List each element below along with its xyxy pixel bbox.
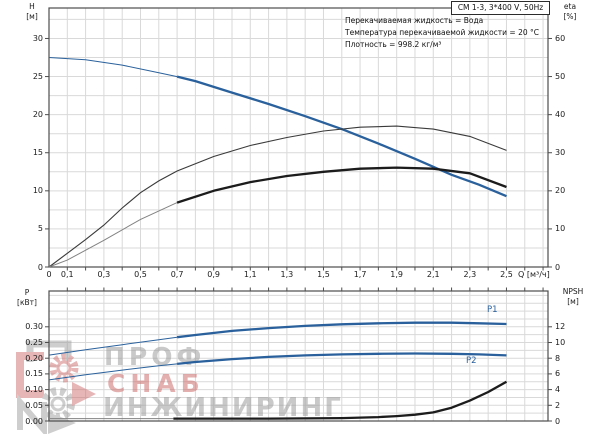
pump-model-title-box: CM 1-3, 3*400 V, 50Hz [451, 1, 550, 15]
q-axis-label: Q [м³/ч] [518, 270, 550, 279]
eta-axis-title: eta [%] [554, 2, 586, 21]
H-curve-thin [48, 57, 178, 78]
p-axis-name: P [24, 288, 30, 297]
condition-line-liquid: Перекачиваемая жидкость = Вода [345, 16, 484, 25]
eta-pump-curve [48, 125, 507, 268]
P2-curve [176, 352, 507, 366]
NPSH-curve [173, 380, 508, 420]
eta-axis-name: eta [563, 2, 577, 11]
eta-pump-motor-curve-thin [48, 202, 178, 268]
H-curve [176, 75, 507, 198]
npsh-axis-unit: [м] [567, 296, 579, 306]
eta-axis-unit: [%] [563, 11, 577, 21]
P2-curve-thin [48, 363, 178, 381]
h-axis-unit: [м] [26, 11, 38, 21]
P1-curve-thin [48, 336, 178, 356]
condition-line-density: Плотность = 998.2 кг/м³ [345, 40, 442, 49]
plot-border [48, 7, 549, 268]
condition-line-temperature: Температура перекачиваемой жидкости = 20… [345, 28, 540, 37]
p-axis-unit: [кВт] [17, 297, 37, 307]
h-axis-title: H [м] [19, 2, 45, 21]
P1-curve [176, 321, 507, 339]
p1-curve-label: P1 [487, 305, 498, 315]
npsh-axis-title: NPSH [м] [550, 287, 596, 306]
p-axis-title: P [кВт] [10, 288, 44, 307]
eta-pump-motor-curve [176, 166, 507, 204]
p2-curve-label: P2 [466, 356, 477, 366]
npsh-axis-name: NPSH [562, 287, 584, 296]
h-axis-name: H [29, 2, 35, 11]
